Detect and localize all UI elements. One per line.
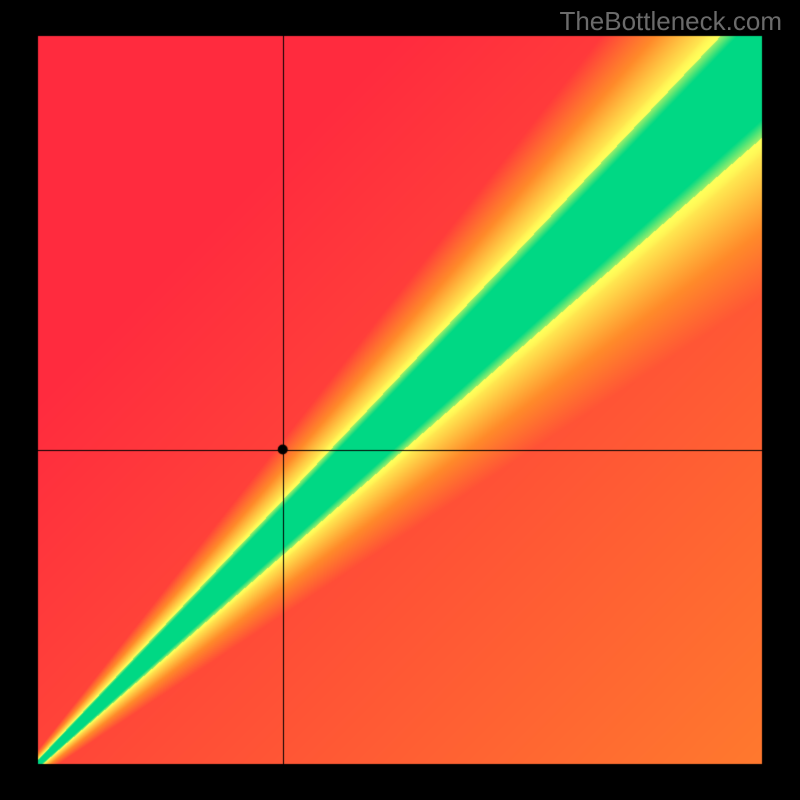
watermark-text: TheBottleneck.com — [559, 6, 782, 37]
chart-container: TheBottleneck.com — [0, 0, 800, 800]
heatmap-canvas — [0, 0, 800, 800]
